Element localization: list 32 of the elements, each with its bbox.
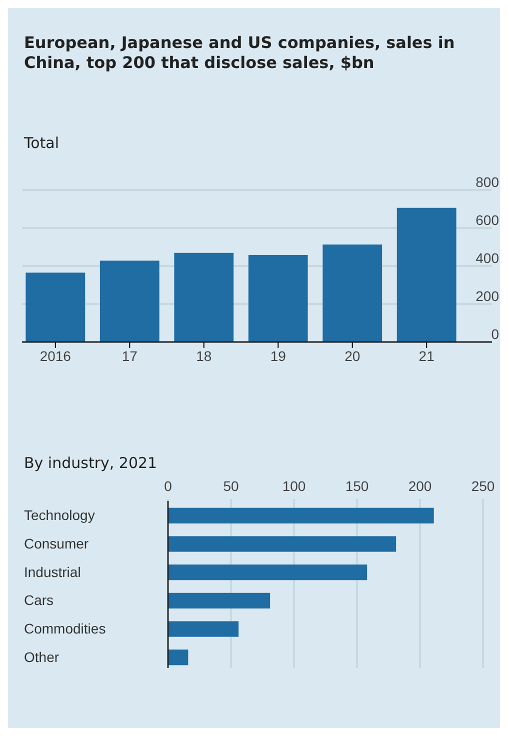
y-tick-label: Cars xyxy=(24,592,54,608)
bar xyxy=(168,621,239,637)
y-tick-label: 400 xyxy=(476,250,500,266)
bar xyxy=(168,564,368,580)
y-tick-label: 200 xyxy=(476,288,500,304)
x-tick-label: 150 xyxy=(345,478,369,494)
y-tick-label: Consumer xyxy=(24,535,89,552)
x-tick-label: 20 xyxy=(344,348,360,364)
chart-title: By industry, 2021 xyxy=(24,454,158,472)
x-tick-label: 19 xyxy=(270,348,286,364)
y-tick-label: Industrial xyxy=(24,564,81,580)
bar xyxy=(168,536,396,552)
chart-subtitle: Total xyxy=(23,134,60,152)
y-tick-label: Commodities xyxy=(24,620,106,636)
bar xyxy=(168,508,434,524)
y-tick-label: Other xyxy=(24,648,60,665)
y-tick-label: 0 xyxy=(491,326,500,342)
x-tick-label: 21 xyxy=(418,348,435,364)
x-tick-label: 2016 xyxy=(40,348,72,364)
x-tick-label: 100 xyxy=(282,478,306,494)
y-tick-label: Technology xyxy=(24,507,95,524)
x-tick-label: 0 xyxy=(164,478,172,494)
x-tick-label: 200 xyxy=(408,478,432,494)
y-tick-label: 800 xyxy=(476,174,500,190)
bar xyxy=(168,592,270,608)
x-tick-label: 250 xyxy=(471,478,495,494)
y-tick-label: 600 xyxy=(476,212,500,228)
bar xyxy=(168,650,188,666)
x-tick-label: 17 xyxy=(122,348,138,364)
x-tick-label: 50 xyxy=(223,478,239,494)
chart-title: European, Japanese and US companies, sales in China, top 200 that disclose sales, $bn xyxy=(24,33,455,72)
x-tick-label: 18 xyxy=(196,348,212,364)
